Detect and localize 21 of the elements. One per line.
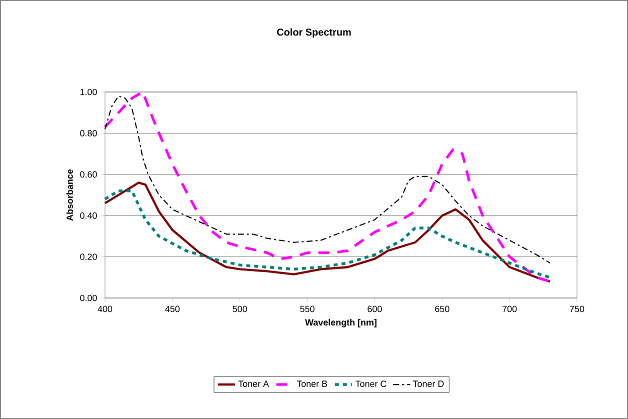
x-tick-label: 700 <box>502 306 517 312</box>
x-tick-label: 500 <box>232 306 247 312</box>
y-tick-label: 0.60 <box>80 171 97 178</box>
x-tick-label: 600 <box>368 306 382 312</box>
x-tick-label: 550 <box>300 306 314 312</box>
x-tick-label: 400 <box>98 306 112 312</box>
legend-label: Toner C <box>356 380 386 387</box>
y-tick-label: 0.00 <box>80 294 97 302</box>
legend-label: Toner B <box>296 380 328 387</box>
y-axis-title: Absorbance <box>66 169 73 221</box>
x-axis-title: Wavelength [nm] <box>305 318 376 328</box>
y-tick-label: 0.20 <box>80 254 97 260</box>
x-tick-label: 450 <box>165 306 180 312</box>
x-tick-label: 750 <box>570 306 584 312</box>
y-tick-label: 0.40 <box>80 212 97 219</box>
x-tick-label: 650 <box>435 306 450 312</box>
chart-title: Color Spectrum <box>277 28 351 38</box>
y-tick-label: 0.80 <box>80 130 97 136</box>
y-tick-label: 1.00 <box>80 88 97 96</box>
legend-label: Toner D <box>412 380 444 387</box>
legend-label: Toner A <box>238 380 270 387</box>
